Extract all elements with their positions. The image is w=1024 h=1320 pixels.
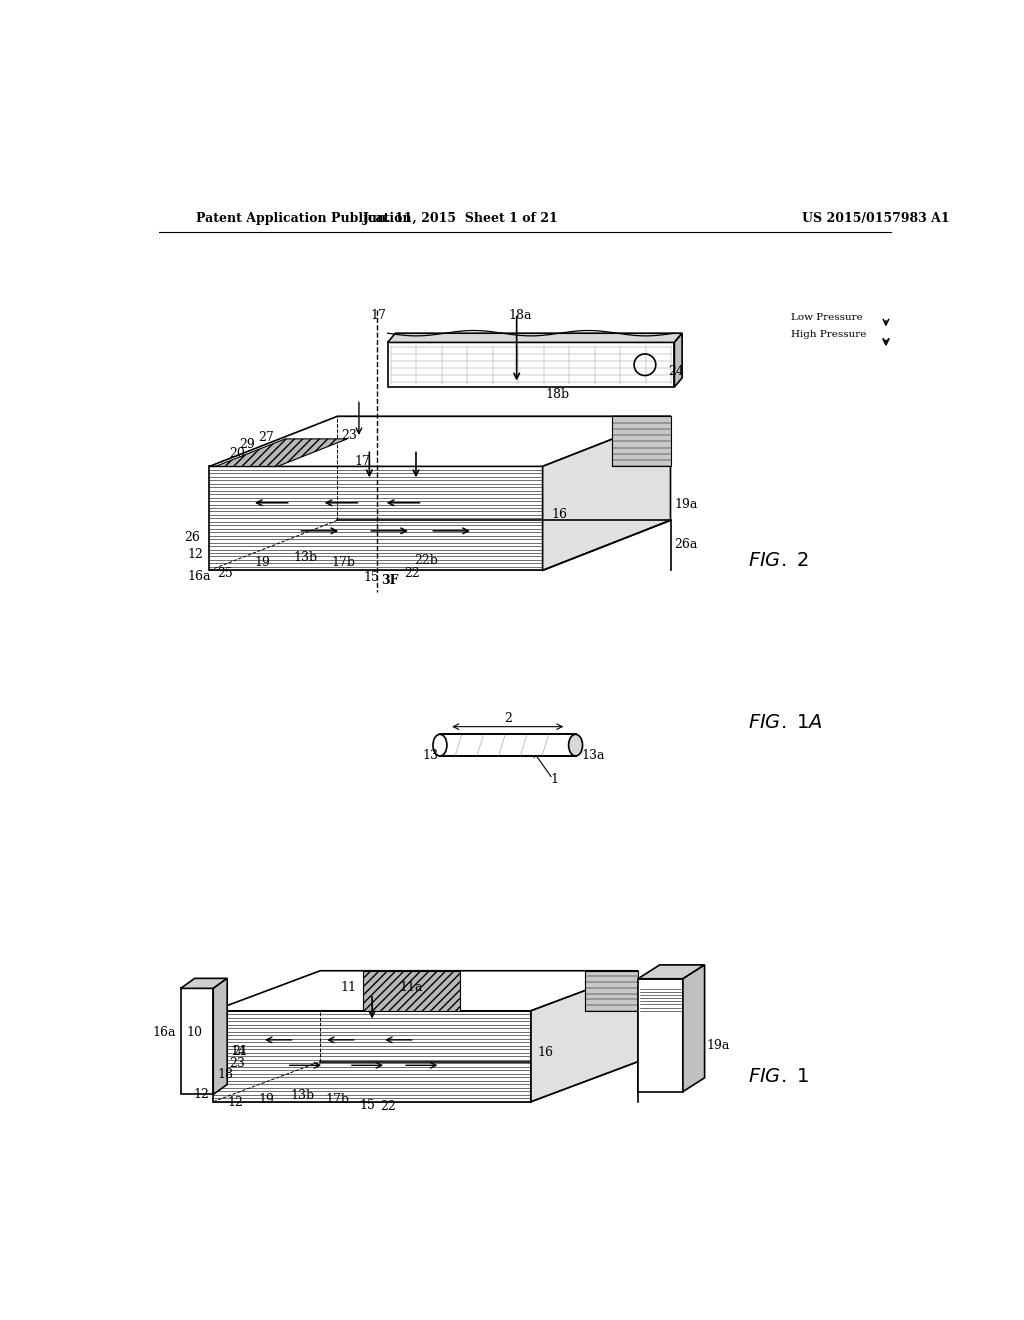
Text: 13b: 13b [291, 1089, 314, 1102]
Text: 12: 12 [194, 1088, 210, 1101]
Polygon shape [586, 970, 638, 1011]
Polygon shape [213, 970, 638, 1011]
Ellipse shape [433, 734, 446, 756]
Text: 19a: 19a [707, 1039, 730, 1052]
Text: 15: 15 [359, 1098, 376, 1111]
Polygon shape [638, 978, 683, 1092]
Text: 22: 22 [404, 566, 420, 579]
Text: 22: 22 [380, 1100, 395, 1113]
Text: 14: 14 [230, 1044, 247, 1057]
Text: Jun. 11, 2015  Sheet 1 of 21: Jun. 11, 2015 Sheet 1 of 21 [364, 213, 559, 224]
Text: Low Pressure: Low Pressure [791, 313, 862, 322]
Text: 13a: 13a [582, 748, 605, 762]
Polygon shape [180, 989, 213, 1094]
Polygon shape [388, 333, 682, 342]
Text: 29: 29 [239, 438, 255, 450]
Text: 17: 17 [354, 455, 370, 469]
Text: 16: 16 [552, 508, 568, 521]
Text: 11: 11 [341, 981, 356, 994]
Text: 15: 15 [364, 572, 379, 585]
Polygon shape [675, 333, 682, 387]
Text: $\mathit{FIG.\ 2}$: $\mathit{FIG.\ 2}$ [748, 553, 809, 570]
Text: 13b: 13b [293, 552, 317, 564]
Text: High Pressure: High Pressure [791, 330, 866, 339]
Text: 19: 19 [254, 557, 270, 569]
Ellipse shape [568, 734, 583, 756]
Text: 17b: 17b [332, 556, 355, 569]
Polygon shape [638, 965, 705, 978]
Text: 24: 24 [669, 364, 684, 378]
Text: $\mathit{FIG.\ 1}$: $\mathit{FIG.\ 1}$ [748, 1068, 809, 1086]
Text: Patent Application Publication: Patent Application Publication [197, 213, 412, 224]
Text: 16a: 16a [153, 1026, 176, 1039]
Text: 23: 23 [228, 1057, 245, 1071]
Text: 23: 23 [341, 429, 357, 442]
Text: 16a: 16a [187, 570, 211, 582]
Text: 11a: 11a [399, 981, 423, 994]
Polygon shape [216, 438, 347, 466]
Text: 3F: 3F [381, 574, 398, 587]
Text: 16: 16 [538, 1047, 553, 1059]
Text: 2: 2 [504, 711, 512, 725]
Text: 25: 25 [217, 566, 232, 579]
Text: 13: 13 [423, 748, 439, 762]
Text: 17b: 17b [326, 1093, 349, 1106]
Text: 18b: 18b [546, 388, 569, 401]
Text: 20: 20 [229, 446, 246, 459]
Text: 22b: 22b [415, 554, 438, 568]
Text: 19a: 19a [675, 498, 697, 511]
Text: US 2015/0157983 A1: US 2015/0157983 A1 [802, 213, 950, 224]
Text: 21: 21 [231, 1045, 248, 1059]
Polygon shape [362, 970, 460, 1011]
Polygon shape [612, 416, 671, 466]
Text: $\mathit{FIG.\ 1A}$: $\mathit{FIG.\ 1A}$ [748, 714, 823, 733]
Text: 12: 12 [187, 548, 204, 561]
Polygon shape [531, 970, 638, 1102]
Polygon shape [180, 978, 227, 989]
Text: 1: 1 [550, 774, 558, 785]
Text: 10: 10 [186, 1026, 202, 1039]
Text: 12: 12 [227, 1096, 243, 1109]
Polygon shape [543, 416, 671, 570]
Polygon shape [388, 342, 675, 387]
Bar [440, 734, 575, 756]
Polygon shape [683, 965, 705, 1092]
Text: 27: 27 [258, 432, 274, 444]
Polygon shape [209, 416, 671, 466]
Text: 26a: 26a [675, 537, 697, 550]
Text: 19: 19 [258, 1093, 274, 1106]
Text: 17: 17 [371, 309, 387, 322]
Text: 18a: 18a [508, 309, 531, 322]
Text: 18: 18 [218, 1068, 233, 1081]
Text: 26: 26 [184, 531, 201, 544]
Polygon shape [213, 978, 227, 1094]
